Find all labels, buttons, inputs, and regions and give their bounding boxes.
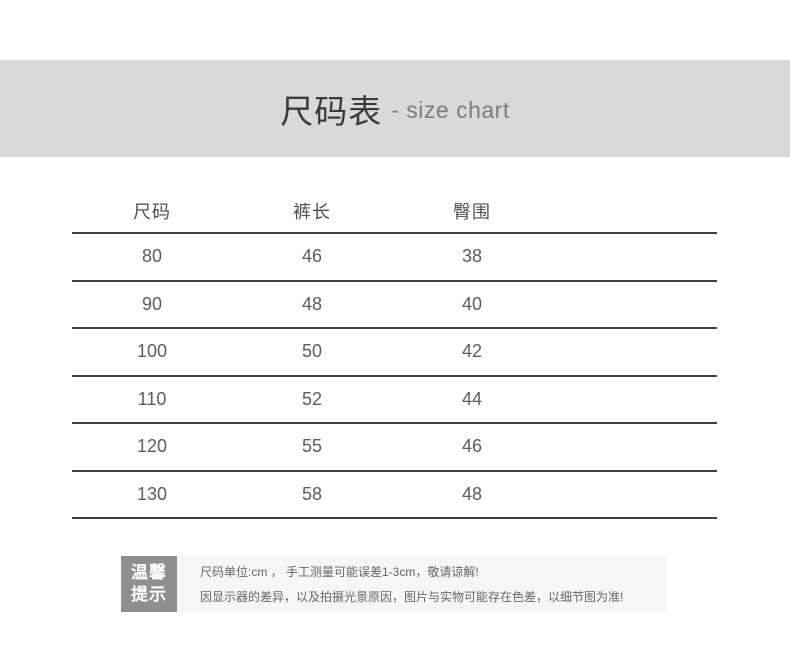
header-band: 尺码表 - size chart	[0, 60, 790, 157]
cell-hip: 46	[461, 436, 483, 457]
table-row: 100 50 42	[72, 329, 717, 377]
table-row: 130 58 48	[72, 472, 717, 519]
cell-hip: 42	[461, 341, 483, 362]
table-row: 90 48 40	[72, 282, 717, 329]
notice-badge: 温馨 提示	[121, 556, 177, 612]
notice-line-2: 因显示器的差异，以及拍摄光景原因，图片与实物可能存在色差，以细节图为准!	[200, 589, 624, 604]
cell-pants-length: 46	[301, 246, 323, 267]
notice-content: 尺码单位:cm ， 手工测量可能误差1-3cm，敬请谅解! 因显示器的差异，以及…	[177, 556, 623, 612]
header-cell-pants-length: 裤长	[293, 202, 331, 222]
cell-size: 100	[136, 341, 168, 362]
table-row: 120 55 46	[72, 424, 717, 472]
cell-size: 80	[141, 246, 163, 267]
cell-size: 90	[141, 293, 163, 314]
header-cell-size: 尺码	[133, 202, 171, 222]
cell-size: 120	[136, 436, 168, 457]
cell-hip: 38	[461, 246, 483, 267]
table-row: 110 52 44	[72, 377, 717, 424]
cell-pants-length: 48	[301, 293, 323, 314]
badge-line-2: 提示	[131, 585, 167, 604]
cell-pants-length: 50	[301, 341, 323, 362]
header-cell-hip: 臀围	[453, 202, 491, 222]
notice-line-1: 尺码单位:cm ， 手工测量可能误差1-3cm，敬请谅解!	[200, 564, 479, 579]
page-title: 尺码表	[280, 92, 383, 130]
cell-hip: 40	[461, 293, 483, 314]
cell-pants-length: 55	[301, 436, 323, 457]
table-row: 80 46 38	[72, 234, 717, 282]
cell-pants-length: 52	[301, 388, 323, 409]
cell-size: 130	[136, 483, 168, 504]
cell-hip: 44	[461, 388, 483, 409]
cell-pants-length: 58	[301, 483, 323, 504]
badge-line-1: 温馨	[131, 563, 167, 582]
size-table: 尺码 裤长 臀围 80 46 38 90 48 40 100 50 42 110…	[72, 190, 717, 519]
notice-box: 温馨 提示 尺码单位:cm ， 手工测量可能误差1-3cm，敬请谅解! 因显示器…	[121, 556, 667, 612]
cell-hip: 48	[461, 483, 483, 504]
table-header-row: 尺码 裤长 臀围	[72, 190, 717, 234]
page-subtitle: - size chart	[391, 97, 510, 123]
cell-size: 110	[137, 388, 167, 409]
